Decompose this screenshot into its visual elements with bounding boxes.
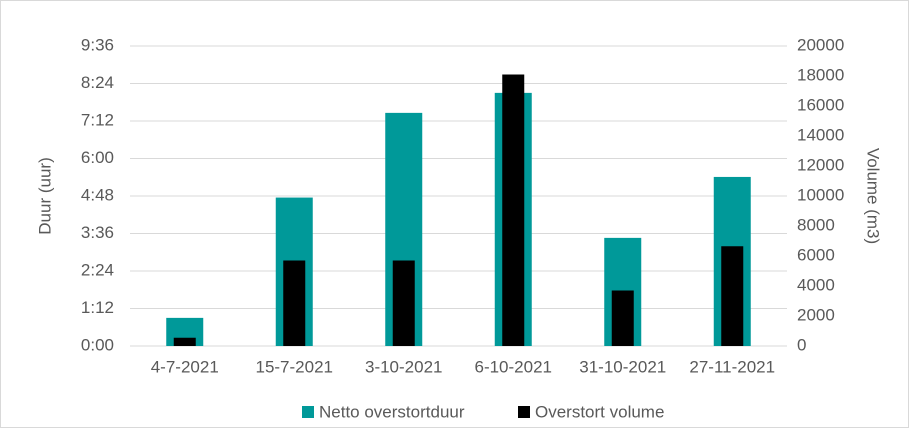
y2-tick-label: 20000 <box>797 35 844 54</box>
y2-tick-label: 6000 <box>797 245 835 264</box>
y-tick-label: 0:00 <box>81 335 114 354</box>
y2-axis-title: Volume (m3) <box>864 148 883 244</box>
y2-tick-label: 2000 <box>797 305 835 324</box>
y2-tick-label: 10000 <box>797 185 844 204</box>
y2-tick-label: 0 <box>797 335 806 354</box>
y-tick-label: 8:24 <box>81 73 114 92</box>
bar <box>611 290 634 346</box>
y-tick-label: 6:00 <box>81 148 114 167</box>
y-axis-title: Duur (uur) <box>35 157 54 234</box>
x-tick-label: 15-7-2021 <box>255 357 333 376</box>
y2-tick-label: 14000 <box>797 125 844 144</box>
y-tick-label: 4:48 <box>81 185 114 204</box>
y-tick-label: 7:12 <box>81 110 114 129</box>
y-tick-label: 9:36 <box>81 35 114 54</box>
bar <box>392 260 415 346</box>
y2-tick-label: 16000 <box>797 95 844 114</box>
y-tick-label: 2:24 <box>81 260 114 279</box>
legend-label: Overstort volume <box>535 402 664 421</box>
x-tick-label: 3-10-2021 <box>365 357 443 376</box>
x-tick-label: 27-11-2021 <box>689 357 775 376</box>
bar <box>502 74 525 346</box>
bar <box>173 337 196 346</box>
x-tick-label: 6-10-2021 <box>474 357 552 376</box>
bar <box>721 246 744 346</box>
y2-tick-label: 4000 <box>797 275 835 294</box>
legend-label: Netto overstortduur <box>319 402 465 421</box>
y-tick-label: 1:12 <box>81 298 114 317</box>
x-tick-label: 31-10-2021 <box>579 357 666 376</box>
y2-tick-label: 8000 <box>797 215 835 234</box>
y-tick-label: 3:36 <box>81 223 114 242</box>
bar <box>283 260 306 346</box>
y2-tick-label: 18000 <box>797 65 844 84</box>
x-tick-label: 4-7-2021 <box>151 357 219 376</box>
legend-swatch <box>302 406 314 418</box>
y2-tick-label: 12000 <box>797 155 844 174</box>
legend-swatch <box>518 406 530 418</box>
